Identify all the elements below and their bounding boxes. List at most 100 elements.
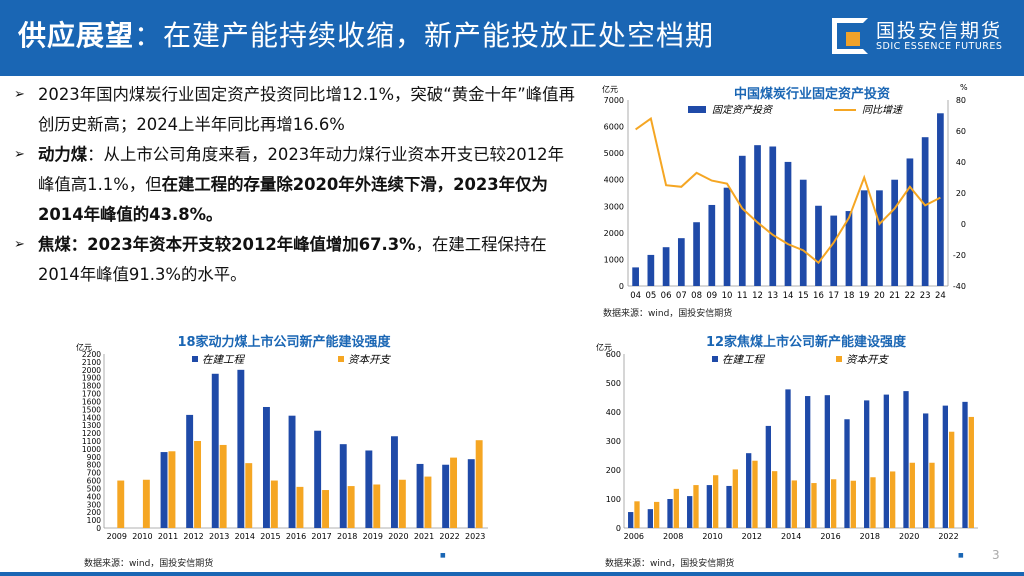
bullet-text-1: 2023年国内煤炭行业固定资产投资同比增12.1%，突破“黄金十年”峰值再创历史… xyxy=(38,85,575,134)
bar-construction xyxy=(765,425,771,528)
y-tick-label: 600 xyxy=(87,477,102,486)
x-tick-label: 2012 xyxy=(183,532,203,541)
chart-title: 12家焦煤上市公司新产能建设强度 xyxy=(706,334,907,350)
bar-investment xyxy=(845,211,853,286)
y-tick-label: 2000 xyxy=(82,366,101,375)
bullet-item-2: ➢ 动力煤：从上市公司角度来看，2023年动力煤行业资本开支已较2012年峰值高1… xyxy=(14,140,580,230)
x-tick-label: 2020 xyxy=(899,532,919,541)
y-tick-label: 700 xyxy=(87,469,102,478)
x-tick-label: 22 xyxy=(904,291,915,301)
y-tick-label: 1900 xyxy=(82,374,101,383)
y-tick-left: 3000 xyxy=(604,202,624,211)
bar-investment xyxy=(876,190,883,286)
legend-swatch-construction xyxy=(712,356,718,362)
bar-construction xyxy=(785,389,791,528)
left-axis-unit: 亿元 xyxy=(602,84,618,94)
x-tick-label: 2020 xyxy=(388,532,408,541)
bar-investment xyxy=(708,204,716,286)
bar-investment xyxy=(937,113,944,287)
x-tick-label: 24 xyxy=(935,291,946,301)
bottom-bar xyxy=(0,572,1024,576)
x-tick-label: 2015 xyxy=(260,532,280,541)
x-tick-label: 2014 xyxy=(235,532,255,541)
y-tick-label: 1100 xyxy=(82,437,101,446)
bar-construction xyxy=(237,369,245,528)
y-tick-label: 500 xyxy=(606,379,621,388)
bar-capex xyxy=(322,490,330,528)
bar-capex xyxy=(929,462,935,528)
x-tick-label: 2016 xyxy=(286,532,306,541)
bar-construction xyxy=(647,509,653,528)
x-tick-label: 06 xyxy=(661,291,672,301)
legend-swatch-capex xyxy=(338,356,344,362)
source-note-3: 数据来源：wind，国投安信期货 xyxy=(605,559,735,569)
legend-swatch-construction xyxy=(192,356,198,362)
bar-investment xyxy=(754,145,761,286)
y-tick-right: 40 xyxy=(956,158,966,167)
x-tick-label: 2009 xyxy=(107,532,127,541)
x-tick-label: 2018 xyxy=(337,532,357,541)
chart-thermal-coal-capex: 亿元 18家动力煤上市公司新产能建设强度 0 100 200 300 400 500 600 70… xyxy=(74,330,494,556)
source-note-1: 数据来源：wind，国投安信期货 xyxy=(603,309,733,319)
bar-capex xyxy=(296,486,304,528)
y-tick-label: 100 xyxy=(606,495,621,504)
bar-construction xyxy=(288,415,296,528)
y-tick-label: 1700 xyxy=(82,390,101,399)
bar-investment xyxy=(860,190,868,286)
bullet-text-2b: 在建工程的存量除2020年外连续下滑，2023年仅为2014年峰值的43.8%。 xyxy=(38,175,548,224)
bullet-keyword-3: 焦煤：2023年资本开支较2012年峰值增加67.3% xyxy=(38,235,416,254)
y-tick-right: 60 xyxy=(956,127,966,136)
y-tick-left: 5000 xyxy=(604,149,624,158)
page-title-bold: 供应展望 xyxy=(18,19,135,52)
bar-investment xyxy=(906,158,914,286)
bar-capex xyxy=(870,477,876,528)
bar-construction xyxy=(339,444,347,528)
x-tick-label: 2023 xyxy=(465,532,485,541)
y-tick-label: 1500 xyxy=(82,405,101,414)
legend-label-construction: 在建工程 xyxy=(722,354,765,366)
bar-capex xyxy=(450,457,458,528)
chart-coking-coal-capex-svg: 亿元 12家焦煤上市公司新产能建设强度 0 100 200 300 400 500 600 200… xyxy=(596,334,978,541)
bar-capex xyxy=(850,480,856,528)
x-tick-label: 11 xyxy=(737,291,748,301)
bar-construction xyxy=(726,485,732,528)
bullet-text-3: ，在建工程保持在2014年峰值91.3%的水平。 xyxy=(38,235,547,284)
bar-construction xyxy=(746,453,752,528)
bar-investment xyxy=(632,267,639,286)
legend-swatch-capex xyxy=(836,356,842,362)
chart-title: 中国煤炭行业固定资产投资 xyxy=(734,86,890,102)
y-tick-label: 300 xyxy=(87,500,102,509)
arrow-bullet-icon: ➢ xyxy=(14,87,25,102)
y-tick-label: 0 xyxy=(96,524,101,533)
bar-capex xyxy=(373,484,381,528)
y-tick-label: 900 xyxy=(87,453,102,462)
bar-investment xyxy=(738,155,746,286)
bar-construction xyxy=(160,452,168,528)
y-tick-label: 1000 xyxy=(82,445,101,454)
x-tick-label: 16 xyxy=(813,291,824,301)
bar-capex xyxy=(219,444,227,528)
bar-capex xyxy=(142,479,150,528)
bar-construction xyxy=(883,394,889,528)
chart-coking-coal-capex: 亿元 12家焦煤上市公司新产能建设强度 0 100 200 300 400 500 600 200… xyxy=(596,330,988,556)
bar-construction xyxy=(628,512,634,528)
y-tick-label: 200 xyxy=(87,508,102,517)
y-tick-label: 1400 xyxy=(82,413,101,422)
bullet-item-3: ➢ 焦煤：2023年资本开支较2012年峰值增加67.3%，在建工程保持在2014… xyxy=(14,230,580,290)
bar-investment xyxy=(677,238,685,286)
bar-construction xyxy=(314,430,322,528)
y-tick-label: 400 xyxy=(87,492,102,501)
x-tick-label: 2018 xyxy=(860,532,880,541)
arrow-bullet-icon: ➢ xyxy=(14,147,25,162)
bar-investment xyxy=(815,205,822,286)
bar-construction xyxy=(805,396,811,528)
x-tick-label: 2010 xyxy=(702,532,722,541)
bar-capex xyxy=(732,469,738,528)
bar-construction xyxy=(942,405,948,528)
x-tick-label: 17 xyxy=(828,291,839,301)
bar-capex xyxy=(634,501,640,528)
y-tick-label: 1600 xyxy=(82,397,101,406)
bar-construction xyxy=(390,436,398,528)
bar-capex xyxy=(772,471,778,528)
x-tick-label: 20 xyxy=(874,291,885,301)
